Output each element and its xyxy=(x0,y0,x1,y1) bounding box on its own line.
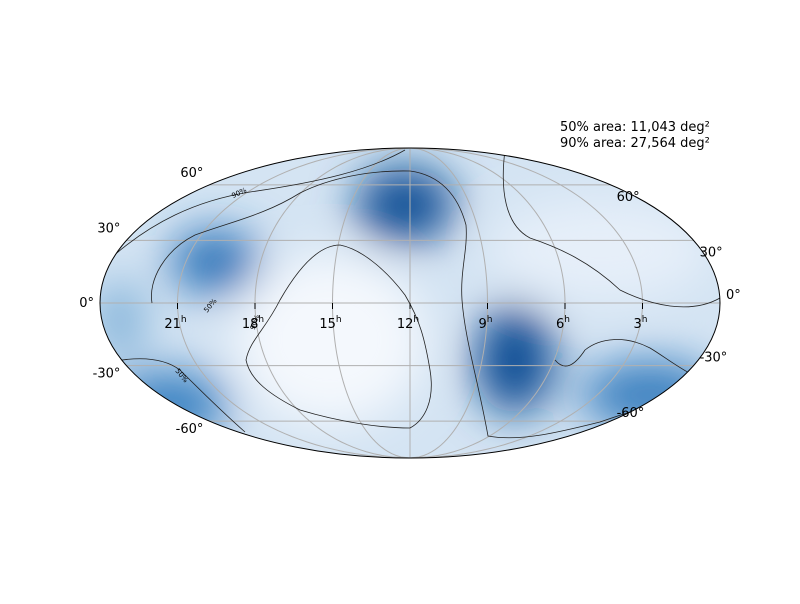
lat-label: -30° xyxy=(700,351,728,366)
ra-label: 9h xyxy=(479,315,493,332)
contour-90 xyxy=(100,149,406,269)
contour-50 xyxy=(502,149,720,308)
lat-label: -60° xyxy=(176,422,204,437)
ra-label: 3h xyxy=(634,315,648,332)
ra-unit: h xyxy=(487,315,493,325)
ra-unit: h xyxy=(181,315,187,325)
ra-label: 15h xyxy=(319,315,341,332)
area-stat: 90% area: 27,564 deg² xyxy=(560,136,710,151)
lat-label: -30° xyxy=(93,367,121,382)
ra-label: 12h xyxy=(397,315,419,332)
ra-hours: 6 xyxy=(556,317,564,332)
lat-label: 0° xyxy=(79,296,94,311)
ra-unit: h xyxy=(642,315,648,325)
lat-label: 0° xyxy=(726,288,741,303)
ra-label: 18h xyxy=(242,315,264,332)
ra-label: 21h xyxy=(164,315,186,332)
contour-50 xyxy=(109,358,246,433)
ra-hours: 9 xyxy=(479,317,487,332)
lat-label: 30° xyxy=(700,245,723,260)
lat-label: 30° xyxy=(97,221,120,236)
ra-label: 6h xyxy=(556,315,570,332)
lat-label: -60° xyxy=(617,406,645,421)
contours xyxy=(100,149,720,439)
area-stat: 50% area: 11,043 deg² xyxy=(560,120,710,135)
lat-label: 60° xyxy=(180,166,203,181)
ra-unit: h xyxy=(413,315,419,325)
ra-hours: 15 xyxy=(319,317,336,332)
contour-50 xyxy=(554,339,720,386)
contour-90 xyxy=(245,244,432,429)
ra-unit: h xyxy=(336,315,342,325)
lat-label: 60° xyxy=(617,190,640,205)
ra-hours: 21 xyxy=(164,317,181,332)
sky-boundary xyxy=(99,147,721,459)
ra-unit: h xyxy=(564,315,570,325)
ra-hours: 12 xyxy=(397,317,414,332)
ra-hours: 18 xyxy=(242,317,259,332)
ra-hours: 3 xyxy=(634,317,642,332)
ra-unit: h xyxy=(258,315,264,325)
contour-50 xyxy=(151,170,720,439)
